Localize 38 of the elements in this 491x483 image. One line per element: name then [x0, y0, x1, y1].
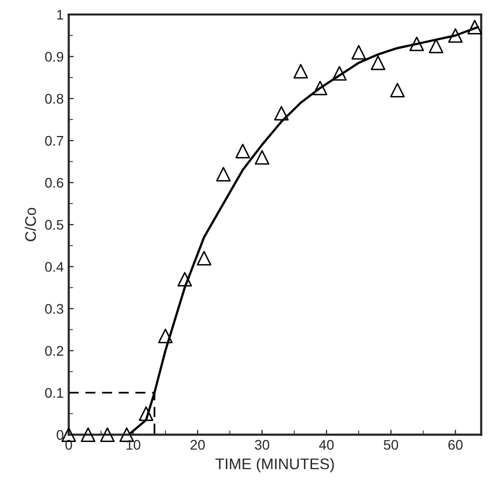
x-tick-label: 50 — [384, 440, 398, 450]
x-tick-label: 60 — [448, 440, 463, 450]
x-axis-title: TIME (MINUTES) — [215, 458, 334, 472]
y-tick-label: 0.4 — [45, 262, 64, 272]
x-tick-label: 20 — [190, 440, 205, 450]
point — [428, 38, 444, 54]
point — [158, 328, 173, 344]
x-tick-label: 30 — [254, 440, 270, 450]
point — [332, 66, 347, 81]
point — [177, 272, 192, 287]
point — [351, 45, 366, 60]
x-tick-label: 40 — [319, 440, 334, 450]
point — [235, 144, 250, 158]
point — [293, 64, 308, 78]
y-tick-label: 0.6 — [45, 178, 64, 188]
point — [274, 106, 289, 121]
point — [448, 28, 463, 43]
point — [390, 82, 405, 98]
y-tick-label: 0.7 — [45, 136, 64, 146]
point — [312, 80, 328, 96]
point — [100, 427, 115, 442]
y-tick-label: 0.8 — [45, 94, 64, 104]
y-tick-label: 0.5 — [45, 220, 64, 230]
point — [370, 56, 386, 70]
y-tick-label: 0 — [56, 430, 64, 440]
point — [409, 36, 424, 52]
point — [467, 20, 482, 34]
y-tick-label: 0.2 — [45, 346, 64, 356]
y-tick-label: 0.1 — [45, 388, 64, 398]
y-tick-label: 0.9 — [45, 52, 64, 62]
point — [216, 166, 231, 182]
y-tick-label: 1 — [57, 10, 64, 20]
point — [138, 406, 154, 421]
point — [80, 427, 96, 442]
point — [254, 150, 270, 165]
y-axis-title: C/Co — [24, 208, 36, 242]
y-tick-label: 0.3 — [45, 304, 64, 314]
point — [196, 250, 212, 266]
